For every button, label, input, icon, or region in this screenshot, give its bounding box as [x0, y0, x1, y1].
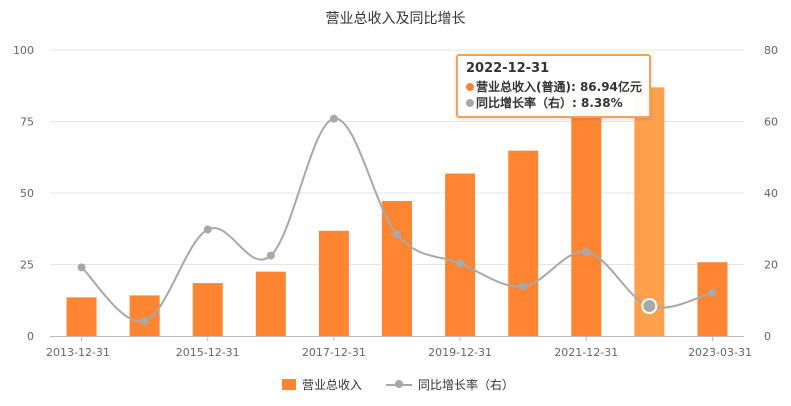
bar-2021-12-31[interactable]	[571, 108, 602, 337]
x-tick-label: 2015-12-31	[176, 346, 240, 359]
right-axis-ticks: 0 20 40 60 80	[764, 44, 778, 343]
growth-point-2013-12-31[interactable]	[77, 263, 86, 272]
tooltip-row-revenue: 营业总收入(普通): 86.94亿元	[466, 79, 642, 95]
legend: 营业总收入 同比增长率（右）	[0, 376, 791, 396]
right-tick-label: 60	[764, 116, 778, 129]
growth-dot-icon	[466, 99, 474, 107]
bar-2020-12-31[interactable]	[508, 150, 539, 336]
left-tick-label: 75	[20, 116, 34, 129]
x-tick-label: 2017-12-31	[302, 346, 366, 359]
x-tick-label: 2013-12-31	[46, 346, 110, 359]
data-tooltip: 2022-12-31 营业总收入(普通): 86.94亿元 同比增长率（右）: …	[456, 54, 651, 118]
x-tick-label: 2021-12-31	[554, 346, 618, 359]
bar-2023-03-31[interactable]	[697, 262, 728, 336]
right-tick-label: 40	[764, 187, 778, 200]
bar-swatch-icon	[282, 379, 296, 390]
tooltip-growth-text: 同比增长率（右）: 8.38%	[476, 96, 623, 110]
growth-point-2018-12-31[interactable]	[393, 230, 401, 239]
legend-label-growth: 同比增长率（右）	[418, 378, 515, 392]
tooltip-date: 2022-12-31	[466, 61, 550, 76]
legend-item-revenue[interactable]: 营业总收入	[282, 376, 362, 393]
legend-item-growth[interactable]: 同比增长率（右）	[386, 376, 514, 393]
growth-point-2021-12-31[interactable]	[582, 247, 591, 256]
x-tick-label: 2019-12-31	[428, 346, 492, 359]
left-tick-label: 0	[27, 330, 34, 343]
revenue-dot-icon	[466, 83, 474, 91]
growth-point-2016-12-31[interactable]	[266, 251, 275, 260]
chart-title: 营业总收入及同比增长	[325, 11, 466, 27]
left-axis-ticks: 0 25 50 75 100	[13, 44, 34, 343]
right-tick-label: 20	[764, 259, 778, 272]
bar-2022-12-31[interactable]	[634, 87, 665, 337]
growth-point-2020-12-31[interactable]	[519, 282, 528, 291]
growth-line	[80, 117, 713, 323]
left-tick-label: 100	[13, 44, 34, 57]
bar-2017-12-31[interactable]	[318, 230, 349, 336]
bar-2019-12-31[interactable]	[445, 173, 476, 336]
right-tick-label: 80	[764, 44, 778, 57]
growth-point-2014-12-31[interactable]	[140, 316, 149, 325]
line-swatch-icon	[386, 379, 412, 390]
tooltip-row-growth: 同比增长率（右）: 8.38%	[466, 95, 641, 111]
growth-point-highlighted[interactable]	[641, 298, 658, 315]
growth-point-2019-12-31[interactable]	[456, 259, 465, 268]
line-series	[77, 114, 717, 325]
bar-series	[66, 87, 728, 337]
growth-point-2023-03-31[interactable]	[708, 288, 717, 297]
tooltip-revenue-text: 营业总收入(普通): 86.94亿元	[476, 80, 642, 94]
bar-2014-12-31[interactable]	[129, 295, 160, 336]
bar-2015-12-31[interactable]	[192, 283, 223, 336]
bar-2013-12-31[interactable]	[66, 297, 97, 336]
left-tick-label: 50	[20, 187, 34, 200]
bar-2016-12-31[interactable]	[255, 271, 286, 336]
left-tick-label: 25	[20, 259, 34, 272]
legend-label-revenue: 营业总收入	[302, 378, 363, 392]
bar-2018-12-31[interactable]	[382, 201, 412, 336]
right-tick-label: 0	[764, 330, 771, 343]
growth-point-2017-12-31[interactable]	[329, 114, 338, 123]
growth-point-2015-12-31[interactable]	[203, 225, 212, 234]
x-tick-label: 2023-03-31	[688, 346, 752, 359]
x-axis: 2013-12-31 2015-12-31 2017-12-31 2019-12-31…	[46, 336, 752, 359]
